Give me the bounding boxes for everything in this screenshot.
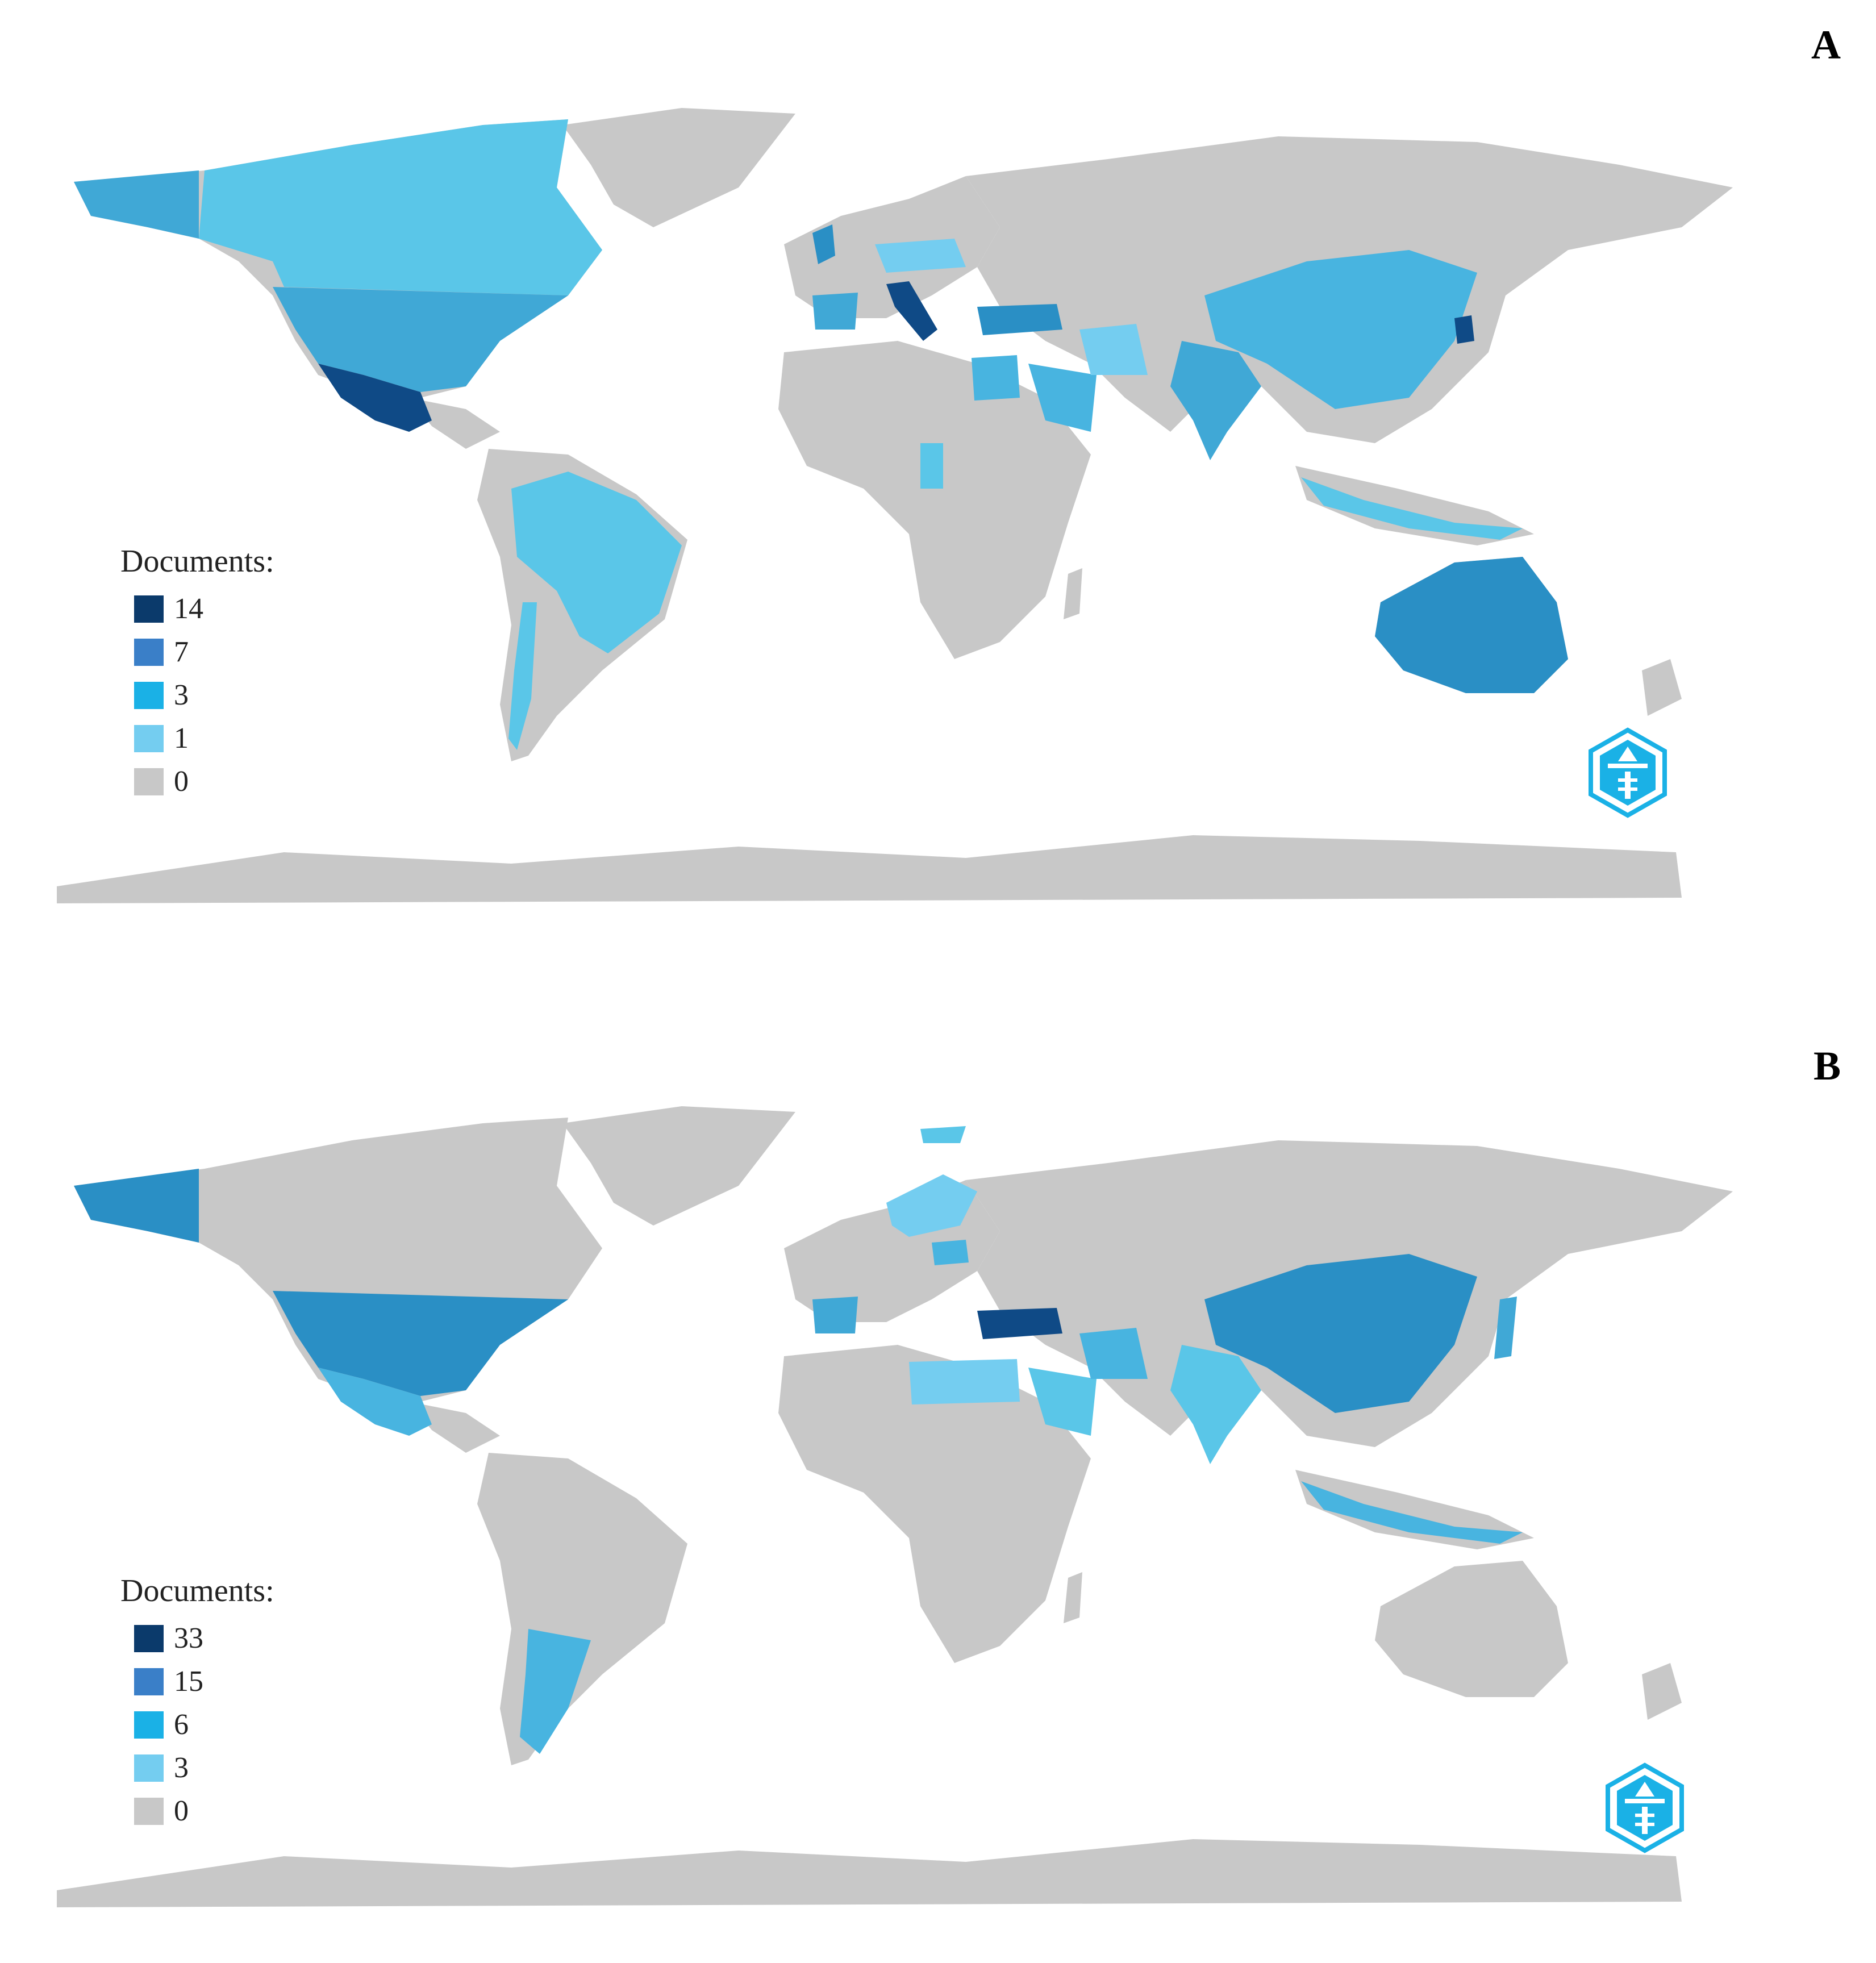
region-scandinavia xyxy=(886,1174,977,1237)
region-chile xyxy=(508,602,537,750)
region-usa xyxy=(273,1291,568,1396)
region-madagascar xyxy=(1064,1572,1082,1623)
legend-item: 33 xyxy=(120,1617,274,1660)
region-australia-base xyxy=(1375,1561,1568,1697)
region-china xyxy=(1204,1254,1477,1413)
legend-label: 14 xyxy=(174,593,203,625)
region-mexico xyxy=(318,364,432,432)
region-mexico xyxy=(318,1368,432,1436)
region-south-america xyxy=(477,1453,687,1765)
region-central-america xyxy=(409,1402,500,1453)
legend-label: 6 xyxy=(174,1708,189,1741)
logo-icon xyxy=(1606,1762,1684,1853)
region-africa xyxy=(778,1345,1091,1663)
region-antarctica xyxy=(57,835,1682,903)
region-svalbard xyxy=(920,1126,966,1143)
legend-swatch xyxy=(134,768,164,795)
legend-label: 0 xyxy=(174,765,189,798)
legend-item: 7 xyxy=(120,631,274,674)
region-greenland xyxy=(562,1106,795,1226)
legend-item: 0 xyxy=(120,760,274,803)
legend-label: 0 xyxy=(174,1795,189,1827)
region-argentina xyxy=(520,1629,591,1754)
region-india xyxy=(1170,1345,1261,1464)
legend-label: 33 xyxy=(174,1622,203,1654)
region-canada xyxy=(199,119,602,295)
region-central-america xyxy=(409,398,500,449)
region-spain xyxy=(812,1297,858,1333)
region-brazil xyxy=(511,472,682,653)
legend-label: 15 xyxy=(174,1665,203,1698)
region-saudi xyxy=(1028,1368,1097,1436)
region-poland xyxy=(932,1240,969,1265)
panel-letter: A xyxy=(1811,22,1841,68)
legend-item: 14 xyxy=(120,587,274,631)
region-antarctica xyxy=(57,1839,1682,1907)
world-map xyxy=(57,1106,1733,1907)
region-usa xyxy=(273,287,568,392)
world-map xyxy=(57,108,1733,903)
legend-label: 7 xyxy=(174,636,189,668)
region-egypt xyxy=(909,1359,1020,1404)
region-uk xyxy=(812,224,835,264)
region-turkey xyxy=(977,1308,1062,1339)
legend-label: 3 xyxy=(174,679,189,711)
region-turkey xyxy=(977,304,1062,335)
legend-title: Documents: xyxy=(120,1573,274,1608)
region-indonesia xyxy=(1301,1481,1523,1544)
region-greenland xyxy=(562,108,795,227)
legend-swatch xyxy=(134,725,164,752)
legend-label: 1 xyxy=(174,722,189,755)
legend-swatch xyxy=(134,682,164,709)
legend-swatch xyxy=(134,1711,164,1739)
region-africa xyxy=(778,341,1091,659)
legend-item: 6 xyxy=(120,1703,274,1747)
region-alaska xyxy=(74,170,199,239)
region-indonesia xyxy=(1301,477,1523,540)
legend-swatch xyxy=(134,639,164,666)
region-madagascar xyxy=(1064,568,1082,619)
legend-title: Documents: xyxy=(120,544,274,579)
map-panel-a: A xyxy=(0,0,1876,981)
legend-swatch xyxy=(134,1625,164,1652)
region-alaska xyxy=(74,1169,199,1243)
legend-swatch xyxy=(134,1798,164,1825)
legend-label: 3 xyxy=(174,1752,189,1784)
region-new-zealand xyxy=(1642,1663,1682,1720)
region-italy xyxy=(886,281,937,341)
region-japan xyxy=(1494,1297,1517,1359)
region-cameroon xyxy=(920,443,943,489)
legend-item: 15 xyxy=(120,1660,274,1703)
region-china xyxy=(1204,250,1477,409)
region-spain xyxy=(812,293,858,330)
legend: Documents: 14 7 3 1 0 xyxy=(120,545,274,803)
region-iran xyxy=(1079,324,1148,375)
legend-item: 3 xyxy=(120,1747,274,1790)
region-iran xyxy=(1079,1328,1148,1379)
legend: Documents: 33 15 6 3 0 xyxy=(120,1575,274,1833)
legend-item: 3 xyxy=(120,674,274,717)
region-india xyxy=(1170,341,1261,460)
panel-letter: B xyxy=(1813,1043,1841,1089)
region-new-zealand xyxy=(1642,659,1682,716)
legend-item: 1 xyxy=(120,717,274,760)
region-australia xyxy=(1375,557,1568,693)
region-central-europe xyxy=(875,239,966,273)
region-korea xyxy=(1454,315,1474,344)
region-saudi xyxy=(1028,364,1097,432)
legend-swatch xyxy=(134,1754,164,1782)
legend-item: 0 xyxy=(120,1790,274,1833)
logo-icon xyxy=(1589,727,1667,818)
legend-swatch xyxy=(134,1668,164,1695)
legend-swatch xyxy=(134,595,164,623)
map-panel-b: B xyxy=(0,981,1876,1962)
region-egypt xyxy=(972,355,1020,401)
